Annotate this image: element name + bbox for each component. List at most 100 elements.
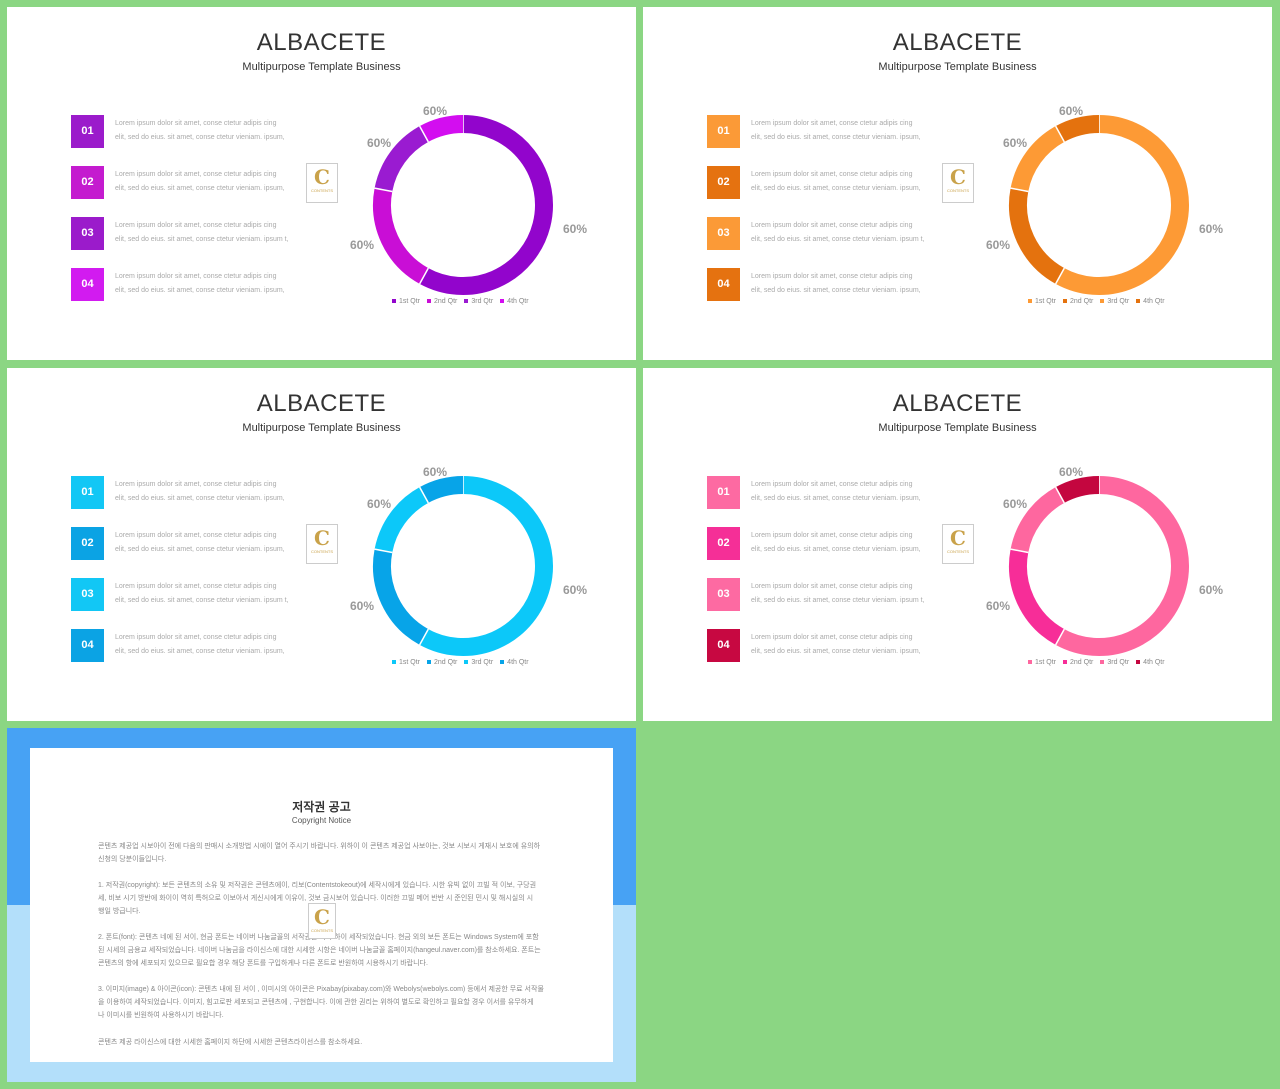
item-number-03: 03 <box>71 217 104 250</box>
legend-swatch <box>427 299 432 304</box>
donut-chart: 60% 60% 60% 60% <box>350 104 587 295</box>
notice-paragraph-image: 3. 이미지(image) & 아이콘(icon): 콘텐츠 내에 된 서이 ,… <box>98 986 544 1019</box>
legend-swatch <box>392 660 396 665</box>
notice-subtitle: Copyright Notice <box>291 816 352 825</box>
contents-logo: C CONTENTS <box>306 163 338 203</box>
legend-label: 1st Qtr <box>1035 659 1057 666</box>
data-label-2nd-qtr: 60% <box>986 238 1010 252</box>
slice-separator <box>418 628 429 646</box>
donut-slice-3rd-qtr <box>1010 487 1065 553</box>
slide-subtitle: Multipurpose Template Business <box>878 422 1037 434</box>
item-number-04: 04 <box>707 629 740 662</box>
data-label-2nd-qtr: 60% <box>986 599 1010 613</box>
donut-slice-1st-qtr <box>419 115 553 295</box>
legend-label: 3rd Qtr <box>1107 298 1130 305</box>
donut-chart: 60% 60% 60% 60% <box>350 465 587 656</box>
legend-swatch <box>1063 660 1068 665</box>
slide-title: ALBACETE <box>256 29 387 56</box>
donut-chart: 60% 60% 60% 60% <box>986 104 1223 295</box>
legend-label: 3rd Qtr <box>471 659 494 666</box>
legend-label: 4th Qtr <box>1143 659 1165 666</box>
slide-4: ALBACETE Multipurpose Template Business … <box>643 368 1272 721</box>
item-description: Lorem ipsum dolor sit amet, conse ctetur… <box>751 273 921 294</box>
legend-swatch <box>1136 660 1141 665</box>
item-description: Lorem ipsum dolor sit amet, conse ctetur… <box>115 222 289 243</box>
copyright-notice-panel: 저작권 공고 Copyright Notice 콘텐츠 제공업 시보아이 전에 … <box>7 728 636 1082</box>
donut-slice-2nd-qtr <box>373 549 429 645</box>
notice-title: 저작권 공고 <box>292 800 351 814</box>
legend-swatch <box>1100 660 1105 665</box>
donut-slice-2nd-qtr <box>1009 549 1065 645</box>
slice-separator <box>1010 548 1029 554</box>
item-description: Lorem ipsum dolor sit amet, conse ctetur… <box>751 171 921 192</box>
legend-entry-2nd-qtr: 2nd Qtr <box>427 298 457 305</box>
contents-logo: C CONTENTS <box>942 163 974 203</box>
legend-label: 1st Qtr <box>399 659 421 666</box>
item-description: Lorem ipsum dolor sit amet, conse ctetur… <box>115 634 285 655</box>
legend-label: 4th Qtr <box>1143 298 1165 305</box>
legend-swatch <box>500 299 505 304</box>
slice-separator <box>1010 187 1029 193</box>
slice-separator <box>1054 125 1065 143</box>
donut-slice-2nd-qtr <box>1009 188 1065 284</box>
contents-logo: C CONTENTS <box>306 524 338 564</box>
legend-entry-4th-qtr: 4th Qtr <box>1136 298 1165 305</box>
legend-label: 2nd Qtr <box>434 298 458 305</box>
legend-label: 2nd Qtr <box>1070 298 1094 305</box>
legend-swatch <box>1136 299 1141 304</box>
notice-paragraph: 콘텐츠 제공업 시보아이 전에 다음의 판매시 소개방법 시에이 열어 주시기 … <box>98 843 541 863</box>
donut-slice-4th-qtr <box>1055 476 1100 504</box>
item-description: Lorem ipsum dolor sit amet, conse ctetur… <box>751 532 921 553</box>
donut-chart: 60% 60% 60% 60% <box>986 465 1223 656</box>
data-label-3rd-qtr: 60% <box>1003 136 1027 150</box>
legend-entry-4th-qtr: 4th Qtr <box>1136 659 1165 666</box>
item-number-01: 01 <box>71 476 104 509</box>
legend-label: 1st Qtr <box>399 298 421 305</box>
data-label-3rd-qtr: 60% <box>367 136 391 150</box>
donut-slice-4th-qtr <box>419 476 464 504</box>
slide-subtitle: Multipurpose Template Business <box>242 61 401 73</box>
legend-entry-1st-qtr: 1st Qtr <box>392 659 420 666</box>
legend-entry-3rd-qtr: 3rd Qtr <box>1100 298 1129 305</box>
legend-label: 4th Qtr <box>507 659 529 666</box>
data-label-2nd-qtr: 60% <box>350 238 374 252</box>
data-label-4th-qtr: 60% <box>1059 104 1083 118</box>
slide-title: ALBACETE <box>892 390 1023 417</box>
legend-swatch <box>1028 299 1032 304</box>
slice-separator <box>1054 486 1065 504</box>
legend-swatch <box>392 299 396 304</box>
item-description: Lorem ipsum dolor sit amet, conse ctetur… <box>115 171 285 192</box>
legend-swatch <box>500 660 505 665</box>
item-number-04: 04 <box>71 629 104 662</box>
notice-paragraph-font: 2. 폰트(font): 콘텐츠 네에 된 서이, 현금 폰트는 네이버 나눔글… <box>98 934 541 967</box>
legend-entry-4th-qtr: 4th Qtr <box>500 659 529 666</box>
legend-entry-1st-qtr: 1st Qtr <box>1028 298 1056 305</box>
item-number-03: 03 <box>707 217 740 250</box>
slide-subtitle: Multipurpose Template Business <box>242 422 401 434</box>
notice-paragraph-license: 콘텐츠 제공 라이신스에 대한 시세한 홈페이지 하단에 시세한 콘텐츠라이선스… <box>98 1039 363 1046</box>
legend-entry-2nd-qtr: 2nd Qtr <box>427 659 457 666</box>
donut-slice-1st-qtr <box>1055 476 1189 656</box>
slide-title: ALBACETE <box>256 390 387 417</box>
legend-label: 1st Qtr <box>1035 298 1057 305</box>
item-number-02: 02 <box>707 527 740 560</box>
legend-swatch <box>1028 660 1032 665</box>
data-label-2nd-qtr: 60% <box>350 599 374 613</box>
legend-swatch <box>1063 299 1068 304</box>
legend-entry-3rd-qtr: 3rd Qtr <box>464 659 493 666</box>
slice-separator <box>418 125 429 143</box>
item-number-02: 02 <box>71 166 104 199</box>
item-description: Lorem ipsum dolor sit amet, conse ctetur… <box>115 481 285 502</box>
legend-entry-1st-qtr: 1st Qtr <box>1028 659 1056 666</box>
slice-separator <box>1054 628 1065 646</box>
chart-legend: 1st Qtr 2nd Qtr 3rd Qtr 4th Qtr <box>1028 659 1172 666</box>
item-number-02: 02 <box>707 166 740 199</box>
item-number-01: 01 <box>707 476 740 509</box>
data-label-3rd-qtr: 60% <box>367 497 391 511</box>
slice-separator <box>418 267 429 285</box>
data-label-1st-qtr: 60% <box>1199 583 1223 597</box>
donut-slice-4th-qtr <box>1055 115 1100 143</box>
slice-separator <box>1054 267 1065 285</box>
donut-slice-3rd-qtr <box>374 126 429 192</box>
item-number-03: 03 <box>71 578 104 611</box>
